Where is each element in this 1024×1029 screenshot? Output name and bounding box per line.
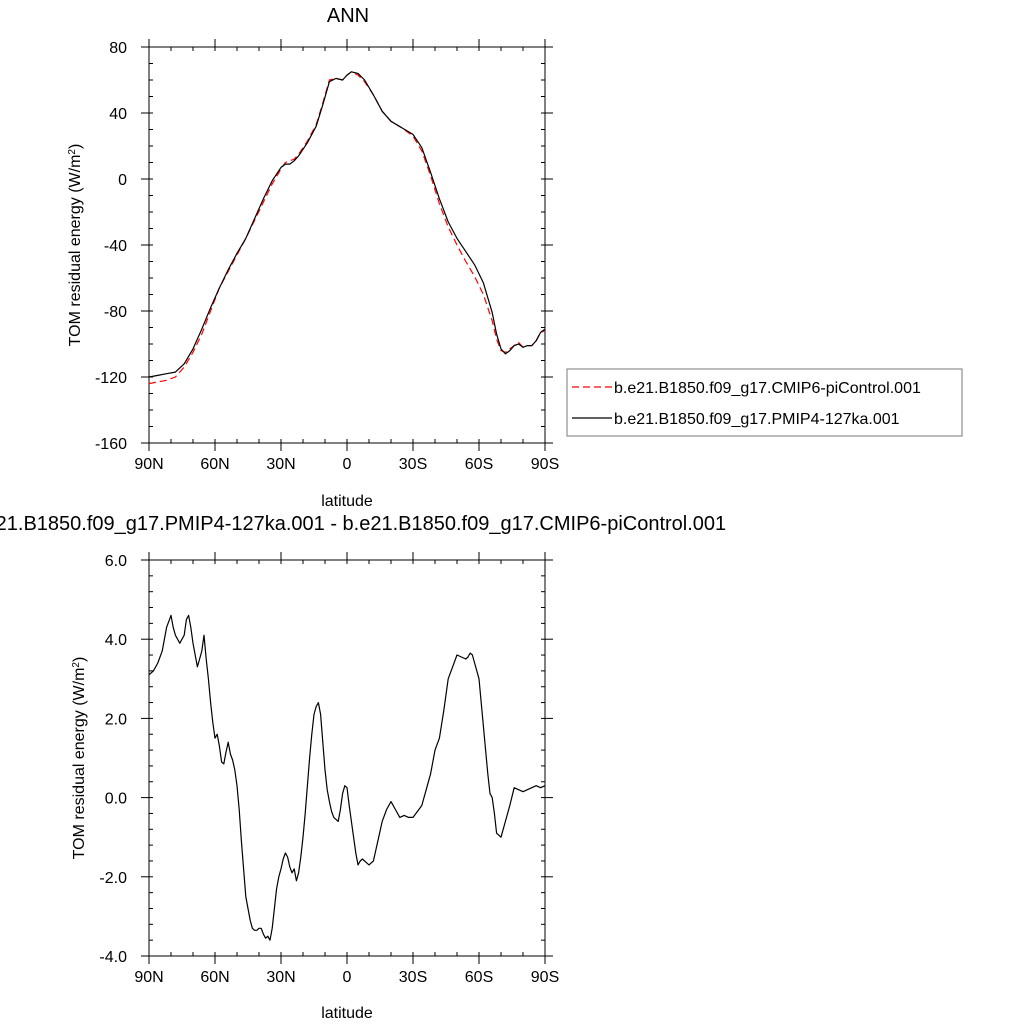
top-panel-series xyxy=(148,71,546,385)
top-x-tick-label: 60N xyxy=(200,456,229,473)
bottom-panel-ylabel-sup: 2 xyxy=(71,662,82,668)
top-series-line-1 xyxy=(148,71,546,378)
bottom-y-tick-label: 4.0 xyxy=(105,632,127,649)
top-panel-ylabel-sup: 2 xyxy=(67,149,78,155)
top-y-tick-label: -80 xyxy=(104,304,127,321)
bottom-x-tick-label: 90S xyxy=(531,969,559,986)
top-x-tick-label: 60S xyxy=(465,456,493,473)
top-y-tick-label: 80 xyxy=(109,40,127,57)
top-x-tick-label: 90S xyxy=(531,456,559,473)
bottom-panel-ticks: 90N 60N 30N 0 30S 60S 90S 6.0 4.0 2.0 0.0 -2.0 -4.0 xyxy=(99,552,559,986)
top-x-tick-label: 0 xyxy=(343,456,352,473)
bottom-series-line-0 xyxy=(148,614,546,941)
bottom-y-tick-label: -2.0 xyxy=(99,870,127,887)
bottom-panel-ylabel-end: ) xyxy=(71,657,88,662)
top-panel: ANN 90N 60N 30N 0 30S 60S 90S 80 40 0 -40 -80 -120 -1… xyxy=(67,5,963,510)
bottom-x-tick-label: 30S xyxy=(399,969,427,986)
top-panel-ylabel-main: TOM residual energy (W/m xyxy=(67,155,84,347)
bottom-y-tick-label: 6.0 xyxy=(105,553,127,570)
top-y-tick-label: -40 xyxy=(104,238,127,255)
legend: b.e21.B1850.f09_g17.CMIP6-piControl.001 … xyxy=(566,368,963,437)
top-series-line-0 xyxy=(148,71,546,385)
top-panel-frame xyxy=(148,46,546,444)
bottom-panel-title: b.e21.B1850.f09_g17.PMIP4-127ka.001 - b.… xyxy=(0,513,726,535)
bottom-panel-frame xyxy=(148,559,546,957)
bottom-y-tick-label: 0.0 xyxy=(105,791,127,808)
top-panel-ylabel: TOM residual energy (W/m2) xyxy=(67,144,85,347)
top-y-tick-label: 40 xyxy=(109,106,127,123)
bottom-panel: b.e21.B1850.f09_g17.PMIP4-127ka.001 - b.… xyxy=(0,513,726,1022)
top-panel-ticks: 90N 60N 30N 0 30S 60S 90S 80 40 0 -40 -80 -120 -160 xyxy=(95,39,559,473)
bottom-panel-ylabel-main: TOM residual energy (W/m xyxy=(71,668,88,860)
top-x-tick-label: 30S xyxy=(399,456,427,473)
top-panel-xlabel: latitude xyxy=(321,493,373,510)
bottom-panel-xlabel: latitude xyxy=(321,1005,373,1022)
bottom-y-tick-label: 2.0 xyxy=(105,711,127,728)
bottom-x-tick-label: 30N xyxy=(266,969,295,986)
top-x-tick-label: 30N xyxy=(266,456,295,473)
bottom-y-tick-label: -4.0 xyxy=(99,949,127,966)
legend-label-picontrol: b.e21.B1850.f09_g17.CMIP6-piControl.001 xyxy=(614,380,921,397)
bottom-panel-ylabel: TOM residual energy (W/m2) xyxy=(71,657,89,860)
top-panel-ylabel-end: ) xyxy=(67,144,84,149)
legend-box xyxy=(566,368,963,437)
bottom-x-tick-label: 60S xyxy=(465,969,493,986)
legend-label-pmip4: b.e21.B1850.f09_g17.PMIP4-127ka.001 xyxy=(614,411,900,428)
bottom-panel-series xyxy=(148,614,546,941)
top-y-tick-label: 0 xyxy=(118,172,127,189)
bottom-x-tick-label: 0 xyxy=(343,969,352,986)
top-y-tick-label: -160 xyxy=(95,436,127,453)
bottom-x-tick-label: 60N xyxy=(200,969,229,986)
bottom-x-tick-label: 90N xyxy=(134,969,163,986)
top-x-tick-label: 90N xyxy=(134,456,163,473)
top-panel-title: ANN xyxy=(327,5,369,27)
top-y-tick-label: -120 xyxy=(95,370,127,387)
